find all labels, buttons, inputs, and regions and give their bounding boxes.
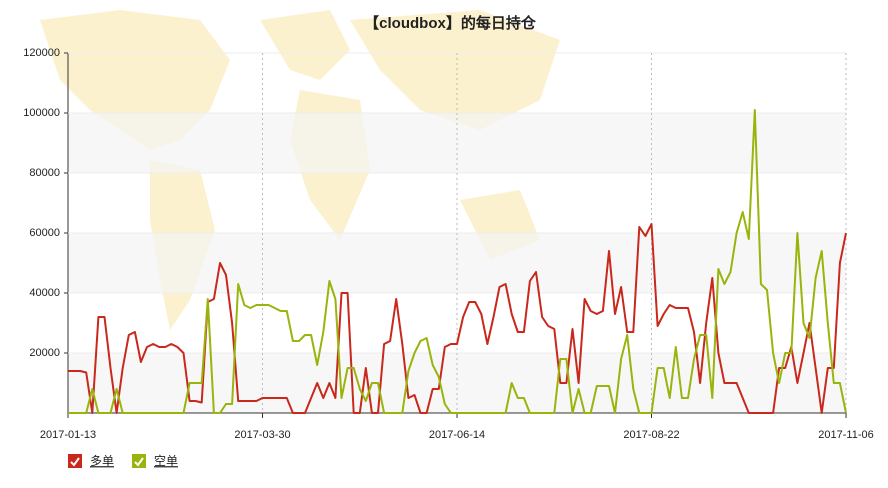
y-tick-label: 40000 xyxy=(29,287,60,299)
legend-check xyxy=(70,457,80,467)
x-tick-label: 2017-11-06 xyxy=(818,429,873,441)
chart-title: 【cloudbox】的每日持仓 xyxy=(364,14,537,32)
legend-label[interactable]: 多单 xyxy=(90,454,114,468)
legend-item[interactable]: 多单 xyxy=(68,454,114,468)
legend-checkbox[interactable] xyxy=(132,454,146,468)
y-tick-label: 100000 xyxy=(23,107,60,119)
legend-label[interactable]: 空单 xyxy=(154,454,178,468)
y-tick-label: 60000 xyxy=(29,227,60,239)
legend-check xyxy=(134,457,144,467)
y-tick-label: 120000 xyxy=(23,47,60,59)
x-tick-label: 2017-06-14 xyxy=(429,429,485,441)
y-tick-label: 20000 xyxy=(29,347,60,359)
x-tick-label: 2017-03-30 xyxy=(234,429,290,441)
x-tick-label: 2017-08-22 xyxy=(623,429,679,441)
x-tick-label: 2017-01-13 xyxy=(40,429,96,441)
legend-checkbox[interactable] xyxy=(68,454,82,468)
series-line xyxy=(68,109,847,414)
y-tick-label: 80000 xyxy=(29,167,60,179)
legend-item[interactable]: 空单 xyxy=(132,454,178,468)
